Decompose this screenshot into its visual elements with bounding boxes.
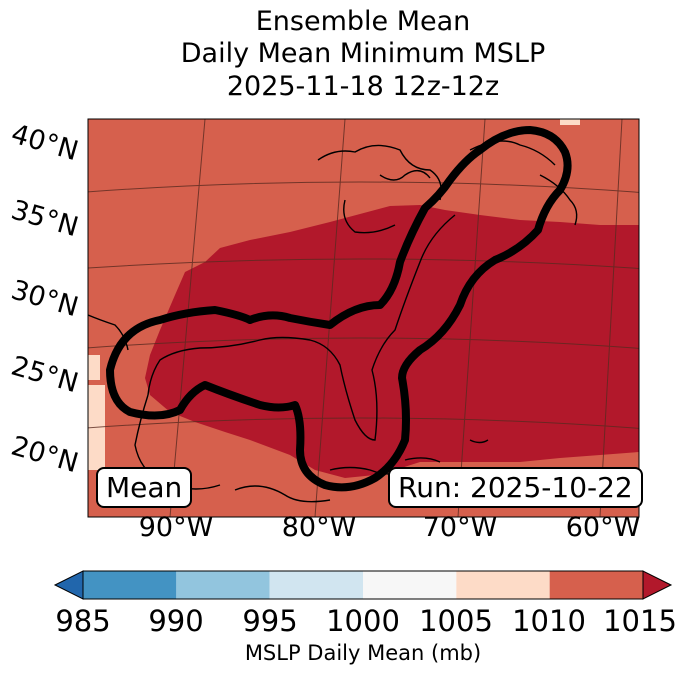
colorbar-tick-1015: 1015 xyxy=(603,604,677,638)
colorbar-tick-1010: 1010 xyxy=(512,604,586,638)
colorbar-segment-985 xyxy=(83,571,177,599)
title-line-1: Ensemble Mean xyxy=(255,6,471,37)
colorbar-tick-990: 990 xyxy=(148,604,204,638)
colorbar-tick-985: 985 xyxy=(55,604,111,638)
colorbar-segment-1005 xyxy=(456,571,550,599)
colorbar-tick-1000: 1000 xyxy=(326,604,400,638)
mean-label: Mean xyxy=(96,467,193,508)
colorbar xyxy=(53,570,673,600)
colorbar-frame xyxy=(82,570,644,600)
colorbar-under-arrow xyxy=(53,570,84,600)
lon-label-90w: 90°W xyxy=(138,512,214,543)
graticule xyxy=(88,119,639,517)
colorbar-tick-1005: 1005 xyxy=(419,604,493,638)
colorbar-tick-995: 995 xyxy=(242,604,298,638)
colorbar-over-arrow xyxy=(642,570,673,600)
run-date-label: Run: 2025-10-22 xyxy=(388,467,643,508)
colorbar-segment-1010 xyxy=(549,571,643,599)
lon-label-70w: 70°W xyxy=(422,512,498,543)
title-line-3: 2025-11-18 12z-12z xyxy=(226,71,500,102)
light-shading-left xyxy=(88,355,105,470)
colorbar-segment-990 xyxy=(176,571,270,599)
contour-1010mb xyxy=(106,126,572,492)
map-frame xyxy=(87,118,640,518)
colorbar-label: MSLP Daily Mean (mb) xyxy=(244,641,482,665)
lon-label-80w: 80°W xyxy=(281,512,357,543)
lon-label-60w: 60°W xyxy=(565,512,641,543)
light-shading-topright xyxy=(560,119,580,125)
colorbar-segment-1000 xyxy=(363,571,457,599)
colorbar-segment-995 xyxy=(269,571,363,599)
title-line-2: Daily Mean Minimum MSLP xyxy=(180,38,546,69)
